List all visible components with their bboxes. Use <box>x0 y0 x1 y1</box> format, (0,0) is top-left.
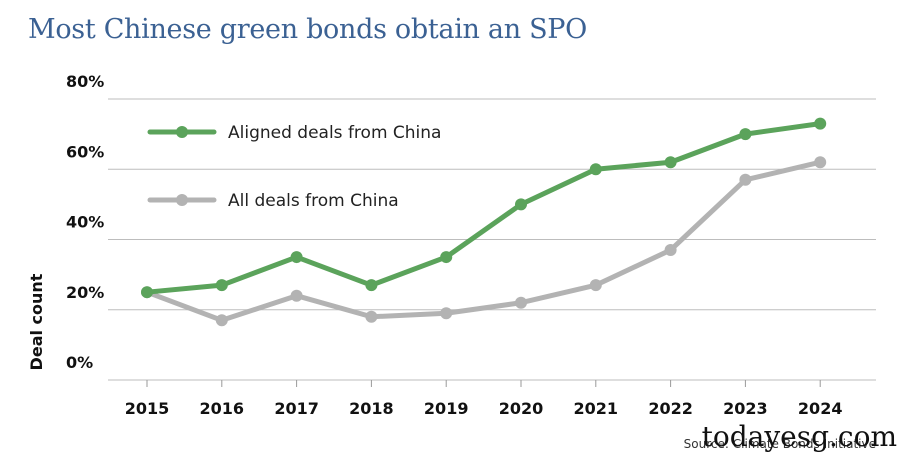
data-point <box>365 310 378 323</box>
data-point <box>290 289 303 302</box>
chart-title: Most Chinese green bonds obtain an SPO <box>28 14 587 45</box>
data-point <box>664 244 677 257</box>
x-tick-label: 2015 <box>125 399 170 418</box>
series-lines <box>141 117 827 327</box>
x-tick-label: 2016 <box>200 399 245 418</box>
x-tick-label: 2018 <box>349 399 394 418</box>
y-tick-label: 40% <box>66 213 104 232</box>
y-tick-label: 80% <box>66 72 104 91</box>
legend: Aligned deals from China All deals from C… <box>147 123 441 211</box>
x-tick-label: 2022 <box>648 399 693 418</box>
data-point <box>739 173 752 186</box>
series-line <box>144 159 823 323</box>
data-point <box>290 251 303 264</box>
x-tick-label: 2021 <box>574 399 619 418</box>
data-point <box>515 296 527 309</box>
data-point <box>589 163 602 176</box>
x-tick-labels: 2015 2016 2017 2018 2019 2020 2021 2022 2023 2024 <box>125 380 843 418</box>
y-tick-label: 0% <box>66 353 93 372</box>
source-note: Source: Climate Bonds Initiative <box>684 437 876 451</box>
data-point <box>440 307 453 320</box>
x-tick-label: 2023 <box>723 399 768 418</box>
legend-swatch-marker <box>176 126 188 138</box>
legend-label: All deals from China <box>228 191 399 211</box>
y-tick-label: 20% <box>66 283 104 302</box>
data-point <box>215 279 228 292</box>
series-line <box>144 121 823 295</box>
data-point <box>739 128 752 141</box>
data-point <box>664 156 677 169</box>
x-tick-label: 2024 <box>798 399 843 418</box>
legend-label: Aligned deals from China <box>228 123 441 143</box>
data-point <box>814 117 827 130</box>
data-point <box>440 251 453 264</box>
data-point <box>515 198 527 211</box>
watermark: todayesg.com <box>702 420 897 453</box>
data-point <box>215 314 228 327</box>
data-point <box>589 279 602 292</box>
data-point <box>814 156 827 169</box>
data-point <box>365 279 378 292</box>
y-axis-label: Deal count <box>27 273 46 370</box>
x-tick-label: 2017 <box>274 399 319 418</box>
y-tick-labels: 0% 20% 40% 60% 80% <box>66 72 104 372</box>
y-tick-label: 60% <box>66 142 104 161</box>
x-tick-label: 2019 <box>424 399 469 418</box>
data-point <box>141 286 153 299</box>
gridlines <box>108 98 876 381</box>
legend-swatch-marker <box>176 194 188 206</box>
x-tick-label: 2020 <box>499 399 544 418</box>
